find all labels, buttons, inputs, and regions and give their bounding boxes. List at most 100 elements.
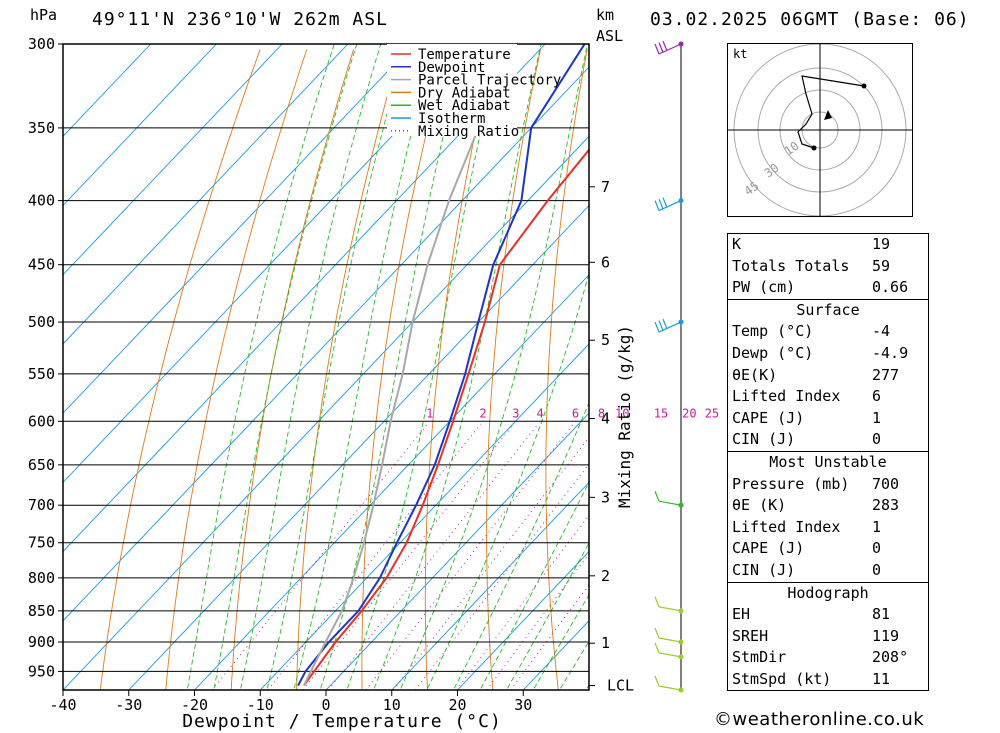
index-key: Lifted Index: [732, 517, 841, 536]
credit-text: ©weatheronline.co.uk: [714, 709, 925, 730]
wind-barb: [654, 675, 682, 691]
plot-frame: [62, 43, 590, 691]
mixing-ratio-label: 1: [426, 406, 433, 420]
asl-label: ASL: [596, 27, 624, 45]
indices-table: K 19 Totals Totals 59 PW (cm) 0.66 Surface Tem…: [727, 233, 929, 692]
index-value: -4: [872, 322, 891, 341]
isotherm-line: [63, 66, 589, 622]
index-value: -4.9: [872, 343, 909, 362]
dry-adiabat-line: [165, 49, 308, 690]
index-row: K 19: [728, 234, 928, 256]
dewpoint-profile: [297, 44, 586, 687]
index-value: 0.66: [872, 278, 909, 297]
wet-adiabat-line: [453, 401, 589, 689]
dry-adiabat-line: [99, 49, 261, 690]
legend-entry: Wet Adiabat: [418, 98, 511, 114]
mixing-ratio-label: 6: [572, 406, 579, 420]
index-row: CAPE (J) 0: [728, 538, 928, 560]
temperature-profile: [303, 148, 589, 687]
mixing-ratio-label: 2: [479, 406, 486, 420]
index-value: 11: [872, 669, 891, 688]
isotherm-line: [63, 135, 589, 690]
surface-section-title: Surface: [796, 300, 860, 319]
index-value: 6: [872, 387, 882, 406]
temperature-tick-label: 10: [383, 696, 401, 714]
index-value: 283: [872, 496, 900, 515]
legend-entry: Dewpoint: [418, 60, 485, 76]
dry-adiabat-line: [545, 49, 588, 690]
height-label: 2: [601, 567, 610, 585]
legend-entry: Dry Adiabat: [418, 85, 511, 101]
index-key: CAPE (J): [732, 539, 805, 558]
temperature-tick-label: -30: [115, 696, 142, 714]
wet-adiabat-line: [400, 44, 588, 689]
index-row: Totals Totals 59: [728, 256, 928, 278]
index-key: SREH: [732, 626, 769, 645]
index-value: 19: [872, 235, 891, 253]
mixing-ratio-line: [365, 423, 574, 690]
index-key: PW (cm): [732, 278, 796, 297]
pressure-label: 350: [28, 119, 55, 137]
legend-entry: Mixing Ratio: [418, 124, 519, 140]
index-value: 119: [872, 626, 900, 645]
wind-barb: [654, 318, 682, 333]
index-value: 1: [872, 408, 882, 427]
wind-barb: [654, 40, 682, 55]
wind-barb: [654, 627, 682, 643]
dry-adiabat-line: [361, 49, 448, 690]
index-key: Lifted Index: [732, 387, 841, 406]
hodo-ring-label: 45: [742, 179, 762, 199]
index-row: StmDir 208°: [728, 647, 928, 669]
index-key: CAPE (J): [732, 408, 805, 427]
index-value: 59: [872, 256, 891, 275]
wet-adiabat-line: [427, 271, 589, 689]
isotherm-line: [63, 44, 546, 553]
lcl-label: LCL: [607, 677, 634, 695]
index-value: 0: [872, 560, 882, 579]
isobar-lines: [63, 43, 589, 672]
temperature-axis: -40 -30 -20 -10 0 10 20 30: [49, 690, 532, 714]
temperature-tick-label: 20: [448, 696, 466, 714]
wet-adiabat-line: [320, 44, 467, 689]
pressure-label: 450: [28, 256, 55, 274]
pressure-label: 700: [28, 496, 55, 514]
hodo-ring-label: 30: [762, 161, 782, 181]
height-label: 6: [601, 253, 610, 271]
mixing-ratio-line: [267, 423, 482, 690]
wind-barb: [654, 490, 682, 506]
index-value: 0: [872, 539, 882, 558]
mixing-ratio-line: [510, 584, 589, 690]
index-key: StmSpd (kt): [732, 669, 832, 688]
hodograph-unit: kt: [733, 47, 747, 61]
mixing-ratio-label: 15: [654, 406, 668, 420]
isotherm-line: [259, 343, 589, 690]
pressure-label: 400: [28, 192, 55, 210]
dry-adiabat-line: [424, 49, 495, 690]
hodograph-section-title: Hodograph: [787, 583, 869, 602]
mixing-ratio-label: 20: [682, 406, 696, 420]
pressure-label: 500: [28, 313, 55, 331]
hodo-ring-label: 10: [782, 139, 802, 159]
index-row: Dewp (°C) -4.9: [728, 343, 928, 365]
index-row: Pressure (mb) 700: [728, 474, 928, 496]
height-label: 3: [601, 488, 610, 506]
index-key: StmDir: [732, 648, 787, 667]
index-key: Dewp (°C): [732, 343, 814, 362]
index-key: EH: [732, 605, 751, 624]
wind-barb: [654, 596, 682, 612]
mixing-ratio-line: [211, 423, 428, 690]
index-row: PW (cm) 0.66: [728, 277, 928, 299]
index-value: 208°: [872, 648, 909, 667]
isotherm-line: [63, 44, 480, 484]
index-value: 1: [872, 517, 882, 536]
height-axis: 1 2 3 4 5 6 7 LCL: [589, 178, 634, 695]
isotherm-line: [194, 274, 589, 690]
index-row: θE(K) 277: [728, 365, 928, 387]
pressure-label: 600: [28, 412, 55, 430]
index-key: Totals Totals: [732, 256, 850, 275]
index-value: 277: [872, 365, 900, 384]
wet-adiabat-line: [266, 44, 408, 689]
pressure-label: 800: [28, 569, 55, 587]
